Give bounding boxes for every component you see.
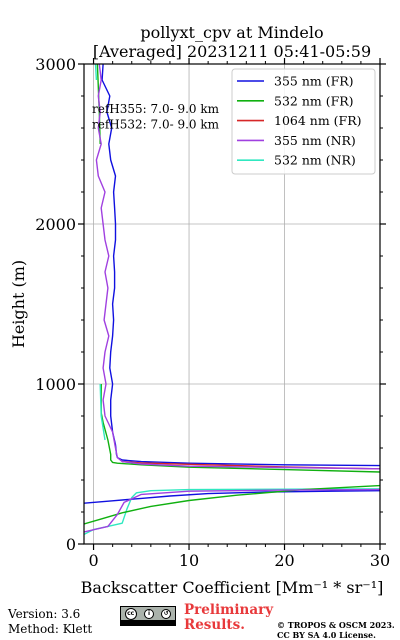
legend-entry-1: 355 nm (FR) <box>274 74 354 89</box>
legend-entry-4: 355 nm (NR) <box>274 133 356 148</box>
preliminary-line-2: Results. <box>184 617 245 633</box>
copyright-line-1: © TROPOS & OSCM 2023. <box>277 620 395 630</box>
sa-icon: ↺ <box>161 608 172 619</box>
y-axis-label: Height (m) <box>9 260 28 348</box>
method-text: Method: Klett <box>8 622 93 636</box>
copyright-line-2: CC BY SA 4.0 License. <box>277 630 376 640</box>
profile-chart: pollyxt_cpv at Mindelo[Averaged] 2023121… <box>9 23 390 597</box>
y-tick-label-3000: 3000 <box>35 55 76 74</box>
version-text: Version: 3.6 <box>8 607 81 621</box>
legend-box <box>231 68 376 175</box>
x-tick-label-20: 20 <box>274 551 294 570</box>
y-tick-label-1000: 1000 <box>35 375 76 394</box>
legend-entry-3: 1064 nm (FR) <box>274 113 362 128</box>
x-tick-label-30: 30 <box>370 551 390 570</box>
ref-height-text-2: refH532: 7.0- 9.0 km <box>92 118 220 132</box>
series-line-355-nm-nr- <box>95 64 380 470</box>
x-tick-label-10: 10 <box>179 551 199 570</box>
preliminary-line-1: Preliminary <box>184 602 274 618</box>
y-tick-label-2000: 2000 <box>35 215 76 234</box>
chart-title-line-1: pollyxt_cpv at Mindelo <box>140 23 323 42</box>
plot-frame <box>83 63 381 545</box>
preliminary-results-label: Preliminary Results. <box>184 603 273 633</box>
x-axis-label: Backscatter Coefficient [Mm⁻¹ * sr⁻¹] <box>81 578 384 597</box>
ref-height-text-1: refH355: 7.0- 9.0 km <box>92 102 220 116</box>
reference-height-annotations: refH355: 7.0- 9.0 km refH532: 7.0- 9.0 km <box>92 102 220 132</box>
y-tick-label-0: 0 <box>66 535 76 554</box>
cc-icon: cc <box>124 607 137 620</box>
by-icon: i <box>143 608 154 619</box>
copyright-notice: © TROPOS & OSCM 2023. CC BY SA 4.0 Licen… <box>277 620 395 640</box>
series-line-low-355-nm-fr- <box>84 490 380 504</box>
chart-title: pollyxt_cpv at Mindelo[Averaged] 2023121… <box>93 23 371 61</box>
legend-entry-2: 532 nm (FR) <box>274 93 354 108</box>
legend-entry-5: 532 nm (NR) <box>274 153 356 168</box>
series-line-low-355-nm-nr- <box>84 488 380 533</box>
cc-license-badge: cc i ↺ <box>120 606 176 626</box>
chart-title-line-2: [Averaged] 20231211 05:41-05:59 <box>93 42 371 61</box>
series-lines <box>84 64 380 536</box>
x-tick-label-0: 0 <box>88 551 98 570</box>
axes: 0 10 20 30 0 1000 2000 3000 Backscatter Coeffici… <box>9 55 390 597</box>
legend: 355 nm (FR) 532 nm (FR) 1064 nm (FR) 355 nm… <box>231 68 376 175</box>
